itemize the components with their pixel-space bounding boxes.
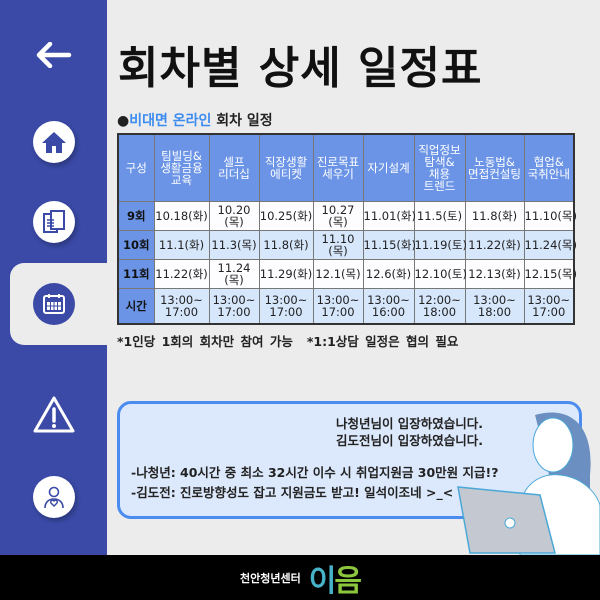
nav-counseling[interactable] — [0, 475, 107, 519]
table-cell: 11.19(토) — [413, 229, 467, 260]
system-message: 나청년님이 입장하였습니다. — [335, 416, 484, 431]
table-cell: 11.22(화) — [464, 229, 525, 260]
table-row: 시간 13:00~ 17:00 13:00~ 17:00 13:00~ 17:00 13… — [117, 287, 575, 325]
table-cell: 10.27 (목) — [312, 200, 364, 231]
column-header: 직업정보 탐색& 채용 트렌드 — [413, 133, 466, 202]
logo: 이음 — [308, 563, 362, 599]
table-cell: 10.25(화) — [258, 200, 314, 231]
table-cell: 12.13(화) — [464, 258, 525, 289]
section-heading: ●비대면 온라인 회차 일정 — [117, 113, 273, 129]
row-label: 11회 — [117, 258, 155, 289]
table-cell: 13:00~ 17:00 — [258, 287, 314, 325]
chat-message: -나청년: 40시간 중 최소 32시간 이수 시 취업지원금 30만원 지급!… — [131, 465, 499, 480]
table-cell: 12:00~ 18:00 — [413, 287, 466, 325]
table-cell: 12.10(토) — [413, 258, 467, 289]
table-row: 9회 10.18(화) 10.20 (목) 10.25(화) 10.27 (목) 11.0… — [117, 200, 577, 231]
table-cell: 10.20 (목) — [208, 200, 260, 231]
nav-documents[interactable] — [0, 200, 107, 244]
column-header: 노동법& 면접컨설팅 — [464, 133, 525, 202]
documents-icon — [42, 210, 65, 233]
row-label: 10회 — [117, 229, 155, 260]
page-title: 회차별 상세 일정표 — [118, 43, 483, 94]
table-cell: 13:00~ 16:00 — [362, 287, 415, 325]
table-cell: 11.29(화) — [258, 258, 314, 289]
table-cell: 11.22(화) — [153, 258, 210, 289]
table-cell: 13:00~ 18:00 — [464, 287, 525, 325]
back-arrow-icon — [36, 42, 71, 68]
chat-message: -김도전: 진로방향성도 잡고 지원금도 받고! 일석이조네 >_< — [131, 485, 454, 500]
nav-calendar[interactable] — [10, 263, 110, 345]
warning-icon — [33, 396, 74, 433]
table-cell: 11.10 (목) — [312, 229, 364, 260]
table-cell: 11.15(화) — [362, 229, 416, 260]
row-label: 9회 — [117, 200, 155, 231]
brand-name: 천안청년센터 — [240, 571, 301, 585]
column-header: 구성 — [117, 133, 155, 202]
table-cell: 13:00~ 17:00 — [153, 287, 210, 325]
woman-with-laptop-illustration — [457, 412, 600, 555]
nav-warning[interactable] — [0, 393, 107, 437]
note: *1:1상담 일정은 협의 필요 — [306, 334, 459, 349]
nav-home[interactable] — [0, 120, 107, 164]
column-header: 팀빌딩& 생활금융 교육 — [153, 133, 210, 202]
table-cell: 12.1(목) — [312, 258, 364, 289]
table-row: 10회 11.1(화) 11.3(목) 11.8(화) 11.10 (목) 11.15(화… — [117, 229, 577, 260]
column-header: 직장생활 에티켓 — [258, 133, 314, 202]
row-label: 시간 — [117, 287, 155, 325]
column-header: 협업& 국취안내 — [523, 133, 575, 202]
notes: *1인당 1회의 회차만 참여 가능 *1:1상담 일정은 협의 필요 — [117, 331, 472, 350]
table-cell: 11.8(화) — [258, 229, 314, 260]
table-header-row: 구성 팀빌딩& 생활금융 교육 셀프 리더십 직장생활 에티켓 진로목표 세우기 자기설계… — [117, 133, 575, 202]
column-header: 진로목표 세우기 — [312, 133, 364, 202]
table-cell: 13:00~ 17:00 — [312, 287, 364, 325]
sidebar — [0, 0, 110, 555]
table-cell: 11.24 (목) — [208, 258, 260, 289]
table-cell: 11.10(목) — [523, 200, 577, 231]
table-row: 11회 11.22(화) 11.24 (목) 11.29(화) 12.1(목) 12.6(… — [117, 258, 577, 289]
system-message: 김도전님이 입장하였습니다. — [335, 433, 484, 448]
table-cell: 11.24(목) — [523, 229, 577, 260]
table-cell: 11.5(토) — [413, 200, 466, 231]
note: *1인당 1회의 회차만 참여 가능 — [117, 334, 293, 349]
column-header: 셀프 리더십 — [208, 133, 260, 202]
table-cell: 11.3(목) — [208, 229, 260, 260]
column-header: 자기설계 — [362, 133, 415, 202]
home-icon — [41, 132, 66, 153]
schedule-table: 구성 팀빌딩& 생활금융 교육 셀프 리더십 직장생활 에티켓 진로목표 세우기 자기설계… — [117, 133, 577, 325]
table-cell: 11.01(화) — [362, 200, 416, 231]
counselor-icon — [43, 486, 64, 509]
table-cell: 12.6(화) — [362, 258, 415, 289]
table-cell: 11.8(화) — [464, 200, 525, 231]
calendar-icon — [42, 294, 65, 314]
back-button[interactable] — [0, 35, 107, 75]
table-cell: 13:00~ 17:00 — [523, 287, 575, 325]
table-cell: 11.1(화) — [153, 229, 210, 260]
footer: 천안청년센터 이음 — [0, 555, 600, 600]
table-cell: 13:00~ 17:00 — [208, 287, 260, 325]
table-cell: 12.15(목) — [523, 258, 577, 289]
table-cell: 10.18(화) — [153, 200, 210, 231]
